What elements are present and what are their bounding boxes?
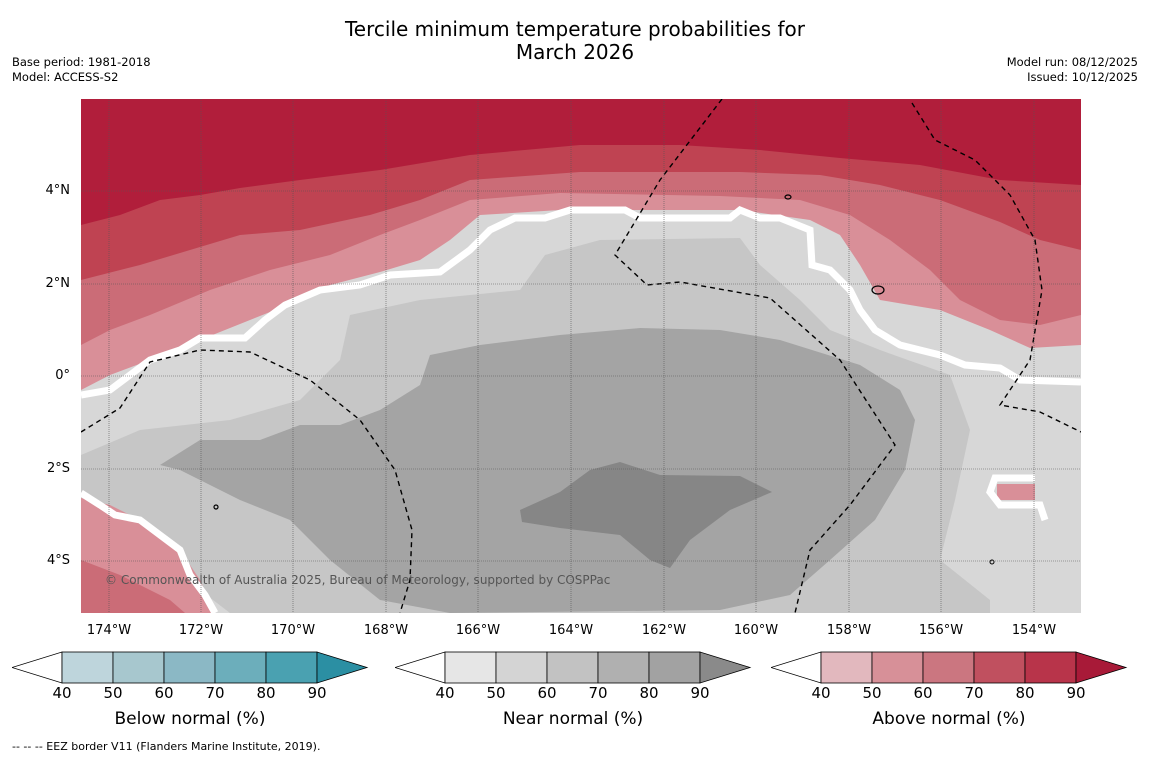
colorbar-tick: 70 <box>588 684 608 702</box>
colorbar-tick: 40 <box>52 684 72 702</box>
graticule <box>81 99 1081 613</box>
above-normal-sw-60-region <box>81 560 185 613</box>
colorbar-segment <box>973 651 1026 684</box>
colorbar-segment <box>699 651 752 684</box>
longitude-label: 174°W <box>86 623 132 638</box>
colorbar <box>12 651 369 684</box>
longitude-label: 160°W <box>733 623 779 638</box>
sw-threshold-boundary <box>81 490 219 613</box>
colorbar-tick: 90 <box>1066 684 1086 702</box>
model-run: Model run: 08/12/2025 <box>1006 55 1138 69</box>
colorbar-segment <box>1075 651 1128 684</box>
colorbar-tick: 70 <box>964 684 984 702</box>
near-normal-70-region <box>160 328 915 613</box>
colorbar-segment <box>597 651 650 684</box>
colorbar-segment <box>820 651 873 684</box>
latitude-label: 2°S <box>46 461 70 476</box>
colorbar-tick: 70 <box>205 684 225 702</box>
longitude-label: 156°W <box>918 623 964 638</box>
eez-border <box>911 102 1081 433</box>
copyright-text: © Commonwealth of Australia 2025, Bureau… <box>105 573 611 587</box>
colorbar-title: Below normal (%) <box>114 709 266 729</box>
colorbar-tick: 50 <box>862 684 882 702</box>
colorbar-tick: 40 <box>811 684 831 702</box>
latitude-label: 0° <box>55 368 70 383</box>
latitude-label: 2°N <box>45 276 71 291</box>
latitude-label: 4°S <box>46 553 70 568</box>
island <box>213 504 219 510</box>
colorbar-tick: 80 <box>639 684 659 702</box>
colorbar-segment <box>12 651 63 684</box>
eez-border <box>81 349 413 613</box>
colorbar-segment <box>112 651 165 684</box>
colorbar-segment <box>61 651 114 684</box>
title-line-2: March 2026 <box>515 40 635 64</box>
colorbar-segment <box>922 651 975 684</box>
issued-date: Issued: 10/12/2025 <box>1027 70 1138 84</box>
colorbar-segment <box>648 651 701 684</box>
colorbar-tick: 50 <box>486 684 506 702</box>
title-line-1: Tercile minimum temperature probabilitie… <box>344 17 806 41</box>
colorbar-tick: 50 <box>103 684 123 702</box>
colorbar-tick: 80 <box>256 684 276 702</box>
above-normal-east-patch <box>997 484 1035 500</box>
colorbar-tick: 90 <box>307 684 327 702</box>
colorbar-tick: 80 <box>1015 684 1035 702</box>
island <box>871 285 885 295</box>
longitude-label: 170°W <box>270 623 316 638</box>
colorbar-title: Above normal (%) <box>872 709 1026 729</box>
near-normal-80-region <box>520 462 772 568</box>
colorbar-tick: 60 <box>537 684 557 702</box>
longitude-label: 158°W <box>826 623 872 638</box>
colorbar-segment <box>871 651 924 684</box>
meta-left: Base period: 1981-2018 Model: ACCESS-S2 <box>12 55 151 85</box>
colorbar-segment <box>495 651 548 684</box>
longitude-label: 164°W <box>548 623 594 638</box>
longitude-label: 162°W <box>641 623 687 638</box>
meta-right: Model run: 08/12/2025 Issued: 10/12/2025 <box>1007 55 1138 85</box>
longitude-label: 168°W <box>363 623 409 638</box>
model-name: Model: ACCESS-S2 <box>12 70 119 84</box>
colorbar-segment <box>546 651 599 684</box>
eez-footnote: -- -- -- EEZ border V11 (Flanders Marine… <box>12 740 321 753</box>
longitude-label: 166°W <box>455 623 501 638</box>
colorbar-segment <box>265 651 318 684</box>
colorbar-segment <box>395 651 446 684</box>
east-patch-boundary <box>986 474 1049 522</box>
above-threshold-boundary <box>81 205 1081 399</box>
colorbar-tick: 90 <box>690 684 710 702</box>
colorbar-tick: 60 <box>154 684 174 702</box>
colorbar-segment <box>163 651 216 684</box>
island <box>784 194 792 200</box>
colorbar-segment <box>316 651 369 684</box>
colorbar-title: Near normal (%) <box>502 709 644 729</box>
island <box>989 559 995 565</box>
colorbar-segment <box>1024 651 1077 684</box>
latitude-label: 4°N <box>45 183 71 198</box>
base-period: Base period: 1981-2018 <box>12 55 151 69</box>
colorbar-tick: 60 <box>913 684 933 702</box>
colorbar-tick: 40 <box>435 684 455 702</box>
above-normal-70-region <box>81 99 1081 225</box>
longitude-label: 154°W <box>1011 623 1057 638</box>
colorbar <box>395 651 752 684</box>
longitude-label: 172°W <box>178 623 224 638</box>
colorbar-segment <box>444 651 497 684</box>
colorbar <box>771 651 1128 684</box>
colorbar-segment <box>214 651 267 684</box>
map-title: Tercile minimum temperature probabilitie… <box>0 18 1150 64</box>
colorbar-segment <box>771 651 822 684</box>
